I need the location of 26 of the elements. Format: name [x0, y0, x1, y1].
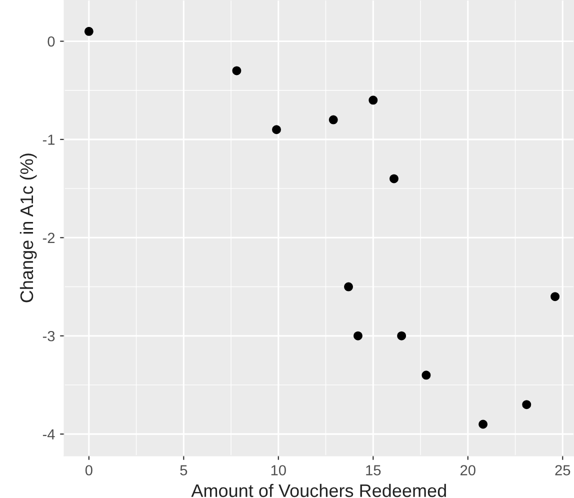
point [389, 174, 398, 184]
x-tick-label: 20 [460, 465, 476, 476]
point [84, 26, 94, 36]
point [368, 96, 378, 105]
point [353, 331, 362, 340]
y-tick-label: -3 [42, 330, 55, 342]
x-tick-label: 15 [366, 465, 381, 476]
y-tick-label: -4 [42, 429, 55, 440]
point [550, 292, 560, 302]
x-tick-label: 10 [271, 465, 286, 476]
point [478, 420, 488, 429]
y-tick-label: -2 [42, 232, 55, 243]
y-tick-label: 0 [48, 36, 55, 47]
point [522, 400, 532, 410]
point [328, 115, 338, 124]
point [272, 125, 282, 134]
point [344, 282, 354, 292]
x-axis-title: Amount of Vouchers Redeemed [191, 484, 446, 498]
x-tick-label: 5 [180, 465, 188, 476]
y-axis-title: Change in A1c (%) [20, 154, 37, 302]
point [422, 370, 431, 380]
x-tick-label: 0 [85, 465, 92, 476]
point [397, 331, 406, 340]
y-tick-label: -1 [42, 134, 55, 145]
point [232, 66, 242, 76]
x-tick-label: 25 [555, 465, 570, 476]
